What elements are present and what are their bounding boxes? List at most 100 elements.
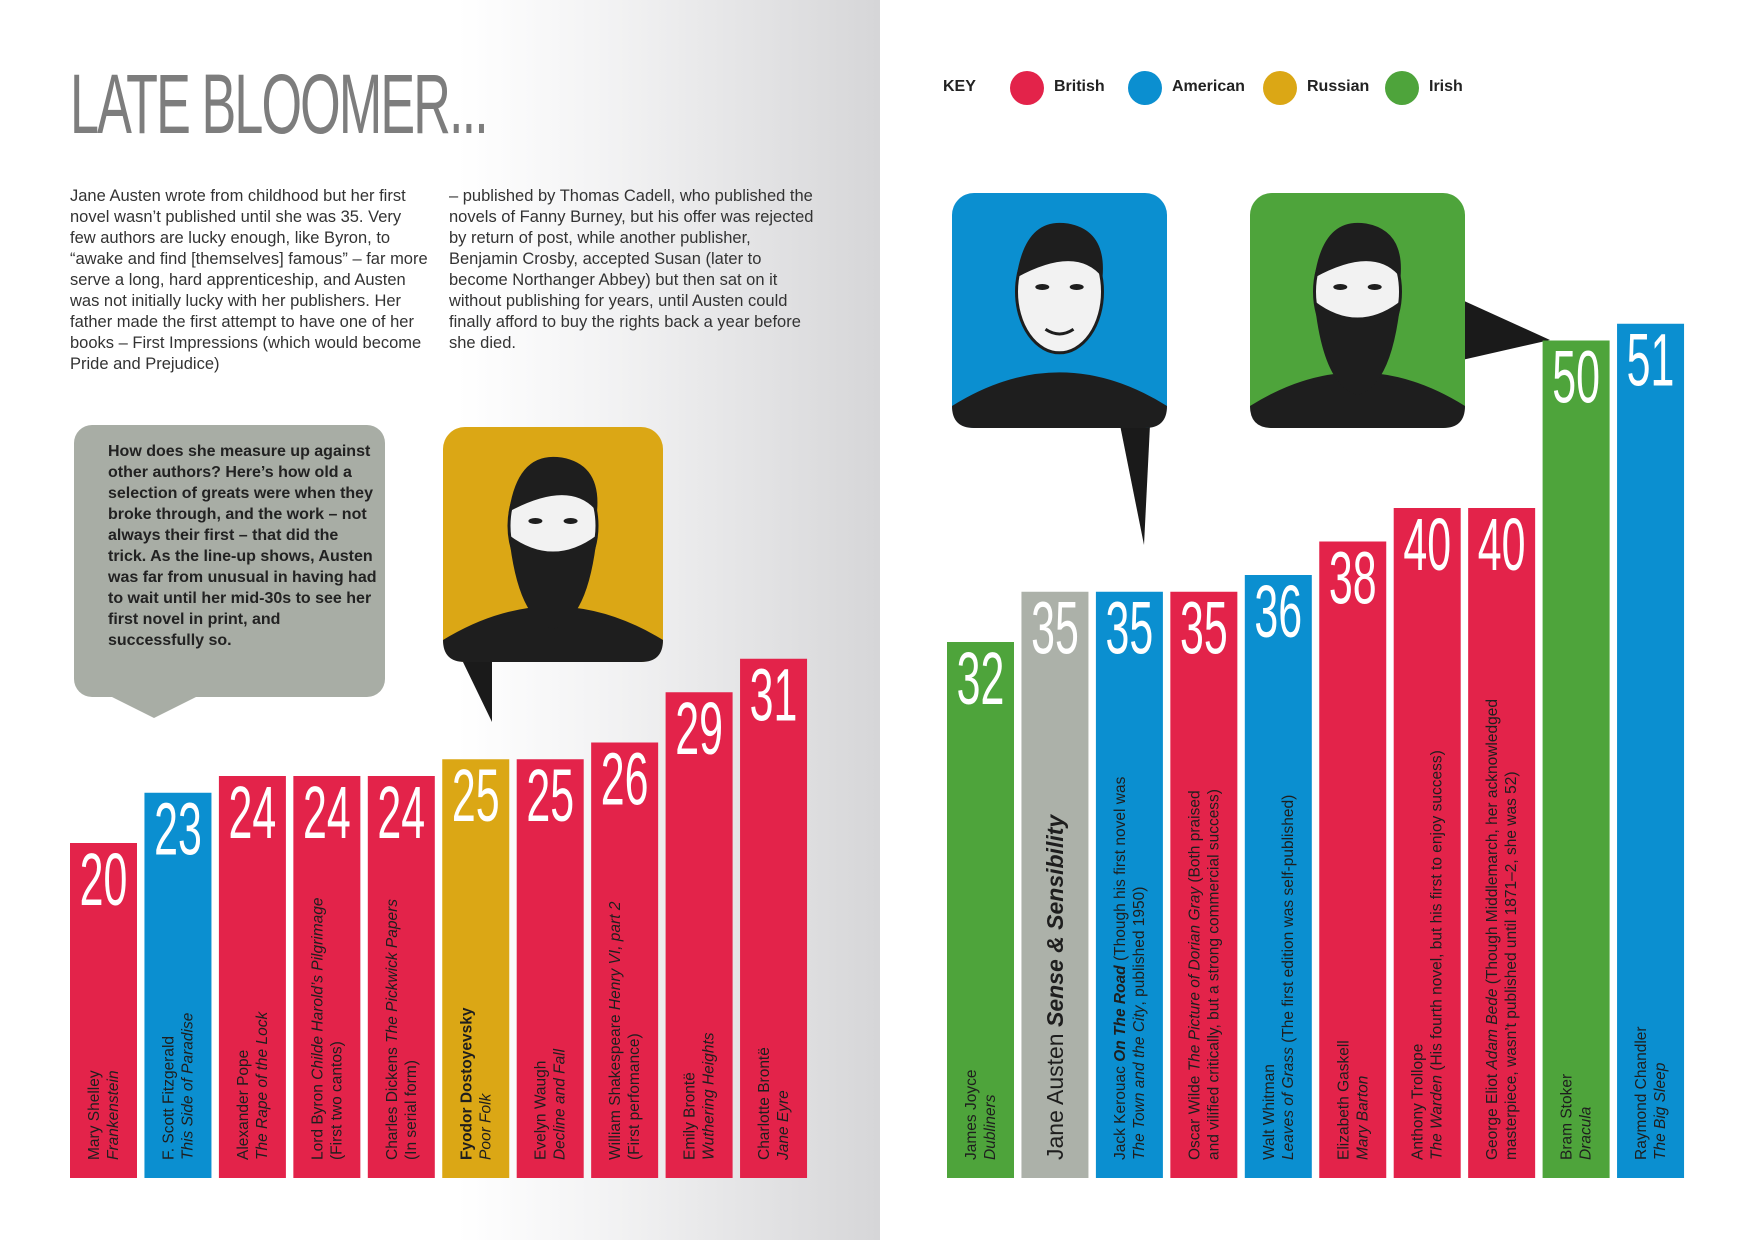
bar-caption-line: F. Scott Fitzgerald [160,1036,177,1160]
bar-caption-line: The Town and the City, published 1950) [1131,887,1148,1160]
bar-evelyn-waugh [516,759,584,1178]
bar-caption-line: Charlotte Brontë [756,1047,773,1160]
bar-value-label: 25 [526,754,574,837]
intro-text-column-2: – published by Thomas Cadell, who publis… [449,187,814,352]
bar-value-label: 31 [750,653,798,736]
key-russian-dot-icon [1263,71,1297,105]
bar-caption-line: (First perfomance) [626,1033,643,1160]
bar-mary-shelley [70,843,137,1178]
bar-value-label: 23 [154,787,202,870]
bar-caption-line: Oscar Wilde The Picture of Dorian Gray (… [1186,790,1203,1160]
bar-caption-line: Bram Stoker [1559,1074,1576,1160]
bar-jane-austen [1021,591,1089,1178]
bar-alexander-pope [218,776,286,1178]
bar-group-14: 36 Walt Whitman Leaves of Grass (The first… [1244,570,1312,1178]
bar-caption-line: Poor Folk [477,1092,494,1160]
bar-value-label: 36 [1254,570,1302,653]
bar-charlotte-bront- [740,658,808,1178]
bar-group-3: 24 Lord Byron Childe Harold’s Pilgrimage(… [293,771,361,1178]
bar-caption-line: Emily Brontë [682,1072,699,1160]
bar-value-label: 26 [601,737,649,820]
bar-caption-line: The Warden (His fourth novel, but his fi… [1429,750,1446,1160]
bar-group-11: 35 Jane Austen Sense & Sensibility [1021,586,1089,1178]
bar-caption-line: Mary Shelley [86,1070,103,1160]
bar-caption-line: Charles Dickens The Pickwick Papers [384,899,401,1160]
bar-value-label: 40 [1403,503,1451,586]
bar-value-label: 35 [1180,586,1228,669]
bar-caption-line: (In serial form) [403,1060,420,1160]
bar-value-label: 24 [303,771,351,854]
bar-charles-dickens [367,776,435,1178]
bar-caption-line: Mary Barton [1354,1076,1371,1160]
bar-caption-line: Jack Kerouac On The Road (Though his fir… [1112,776,1129,1160]
bar-group-16: 40 Anthony Trollope The Warden (His fourth… [1393,503,1461,1178]
bar-caption-line: Jane Austen Sense & Sensibility [1042,814,1068,1160]
bar-lord-byron [293,776,361,1178]
bar-james-joyce [947,642,1014,1178]
key-russian-label: Russian [1307,78,1370,95]
bar-caption-line: Leaves of Grass (The first edition was s… [1280,795,1297,1160]
bar-caption-line: and vilified critically, but a strong co… [1205,789,1222,1160]
bar-caption-line: masterpiece, wasn’t published until 1871… [1503,771,1520,1160]
bar-value-label: 51 [1627,318,1675,401]
bar-value-label: 25 [452,754,500,837]
bar-group-12: 35 Jack Kerouac On The Road (Though his f… [1095,586,1163,1178]
bar-caption-line: Fyodor Dostoyevsky [458,1007,475,1160]
bar-group-2: 24 Alexander Pope The Rape of the Lock [218,771,286,1178]
left-bar-chart: 20 Mary Shelley Frankenstein 23 F. Scott Fit… [70,653,808,1178]
bar-elizabeth-gaskell [1319,541,1387,1178]
bar-group-18: 50 Bram Stoker Dracula [1542,335,1610,1178]
bar-bram-stoker [1542,340,1610,1178]
bar-value-label: 40 [1478,503,1526,586]
bar-caption-line: James Joyce [963,1070,980,1160]
bar-caption-line: The Big Sleep [1652,1062,1669,1160]
bar-caption-line: Decline and Fall [552,1048,569,1160]
page-title: LATE BLOOMER... [70,57,489,151]
bar-group-15: 38 Elizabeth Gaskell Mary Barton [1319,536,1387,1178]
bar-caption-line: Dubliners [982,1094,999,1160]
bar-value-label: 24 [377,771,425,854]
bar-group-13: 35 Oscar Wilde The Picture of Dorian Gray… [1170,586,1238,1178]
intro-text-column-1: Jane Austen wrote from childhood but her… [70,187,428,373]
bar-group-17: 40 George Eliot Adam Bede (Though Middlem… [1468,503,1536,1178]
key-british-dot-icon [1010,71,1044,105]
bar-caption-line: Lord Byron Childe Harold’s Pilgrimage [309,897,326,1160]
bar-caption-line: Wuthering Heights [701,1032,718,1160]
bar-group-5: 25 Fyodor Dostoyevsky Poor Folk [442,754,510,1178]
bar-group-9: 31 Charlotte Brontë Jane Eyre [740,653,808,1178]
bar-group-7: 26 William Shakespeare Henry VI, part 2(F… [591,737,659,1178]
bar-caption-line: William Shakespeare Henry VI, part 2 [607,901,624,1160]
bar-caption-line: Walt Whitman [1261,1064,1278,1160]
bar-group-8: 29 Emily Brontë Wuthering Heights [665,687,733,1178]
bar-value-label: 38 [1329,536,1377,619]
bar-value-label: 20 [80,838,128,921]
bar-caption-line: This Side of Paradise [179,1012,196,1160]
bar-jack-kerouac [1095,591,1163,1178]
key-heading: KEY [943,78,976,95]
bar-group-1: 23 F. Scott Fitzgerald This Side of Paradi… [144,787,212,1178]
bar-caption-line: Jane Eyre [775,1090,792,1161]
key-irish-label: Irish [1429,78,1463,95]
bar-walt-whitman [1244,575,1312,1178]
bar-caption-line: Dracula [1578,1106,1595,1160]
bar-caption-line: (First two cantos) [328,1041,345,1160]
question-text: How does she measure up against other au… [108,443,377,649]
right-bar-chart: 32 James Joyce Dubliners 35 Jane Austen Sens… [947,318,1685,1178]
bar-group-10: 32 James Joyce Dubliners [947,637,1014,1178]
key-american-label: American [1172,78,1245,95]
bar-group-0: 20 Mary Shelley Frankenstein [70,838,137,1178]
bar-value-label: 50 [1552,335,1600,418]
bar-caption-line: George Eliot Adam Bede (Though Middlemar… [1484,699,1501,1160]
bar-caption-line: Frankenstein [105,1070,122,1160]
bar-william-shakespeare [591,742,659,1178]
key-british-label: British [1054,78,1105,95]
bar-raymond-chandler [1617,323,1685,1178]
bar-caption-line: Evelyn Waugh [533,1061,550,1160]
bar-group-6: 25 Evelyn Waugh Decline and Fall [516,754,584,1178]
bar-caption-line: Elizabeth Gaskell [1335,1040,1352,1160]
bar-caption-line: Anthony Trollope [1410,1044,1427,1160]
bar-value-label: 24 [229,771,277,854]
bar-group-4: 24 Charles Dickens The Pickwick Papers(In… [367,771,435,1178]
bar-f-scott-fitzgerald [144,792,212,1178]
bar-group-19: 51 Raymond Chandler The Big Sleep [1617,318,1685,1178]
